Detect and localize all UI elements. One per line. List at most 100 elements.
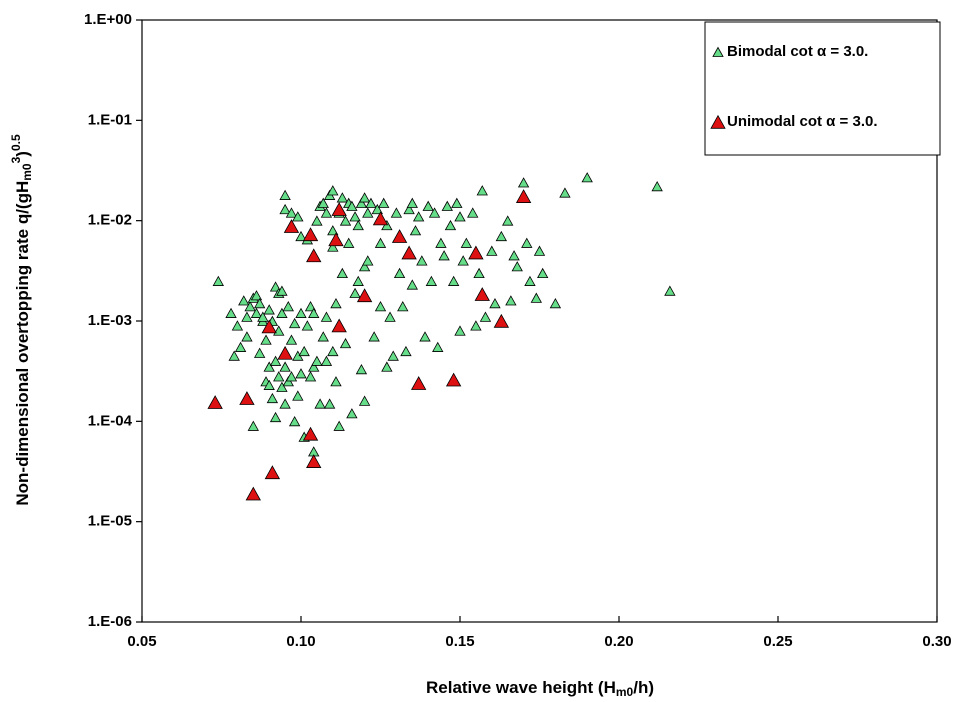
point [288,317,301,329]
y-label-sub: m0 [20,163,34,181]
point [390,207,403,218]
point [479,311,492,322]
point [304,371,317,382]
point [241,331,253,342]
point [406,279,418,290]
point [393,267,406,279]
point [327,225,339,236]
point [273,371,285,382]
point [416,255,428,266]
x-tick-label: 0.05 [127,633,156,650]
point [263,361,275,372]
point [425,275,438,286]
point [250,307,263,318]
point [410,376,427,390]
point [533,245,546,256]
legend-label: Bimodal cot α = 3.0. [727,43,868,60]
point [302,426,319,441]
legend-label: Unimodal cot α = 3.0. [727,113,878,130]
point [317,331,329,342]
point [447,275,460,286]
point [387,350,399,361]
point [457,255,469,266]
point [266,392,279,404]
point [279,398,291,409]
point [505,295,517,306]
point [537,267,549,279]
point [495,230,508,242]
point [349,287,361,298]
point [384,311,396,322]
point [231,320,244,331]
y-tick-label: 1.E-02 [88,212,132,229]
y-tick-label: 1.E-05 [88,513,132,530]
point [207,395,223,409]
point [241,311,253,322]
point [474,287,490,301]
point [320,311,333,322]
point [295,230,307,242]
point [279,361,291,372]
y-label-part: ) [13,151,32,157]
point [234,341,247,352]
point [374,237,387,248]
point [441,200,453,211]
x-label-sub: m0 [616,685,634,699]
point [460,237,473,248]
point [435,237,447,248]
y-label-sup: 3 [9,156,23,163]
point [336,267,349,279]
point [250,290,263,301]
point [358,192,371,203]
point [502,215,514,226]
point [445,372,462,387]
point [277,345,293,360]
point [391,229,408,243]
point [317,197,329,208]
point [374,301,387,312]
point [327,345,339,357]
point [381,219,393,231]
point [521,237,533,248]
point [298,345,310,357]
point [308,307,320,318]
point [292,390,304,401]
point [331,318,347,333]
point [276,285,288,296]
point [339,337,352,349]
point [486,245,498,256]
point [352,275,364,286]
point [454,325,466,336]
point [308,361,320,372]
point [282,301,294,312]
point [253,347,266,358]
point [371,203,383,215]
point [212,275,224,286]
point [330,376,342,387]
point [346,200,358,211]
point [444,219,457,231]
point [530,292,542,303]
point [257,311,269,322]
point [409,225,422,236]
legend-marker [710,114,726,129]
x-axis-label: Relative wave height (Hm0/h) [426,678,654,699]
point [358,395,371,406]
point [269,411,282,423]
point [328,232,344,247]
point [489,298,501,309]
point [438,250,450,261]
point [473,267,485,279]
point [422,200,434,211]
point [343,237,355,248]
point [245,486,261,501]
x-label-part: /h) [633,678,654,697]
x-label-part: Relative wave height (H [426,678,616,697]
point [253,298,266,309]
point [331,202,347,216]
point [468,245,484,260]
point [276,307,288,318]
point [264,465,281,480]
point [244,301,256,312]
